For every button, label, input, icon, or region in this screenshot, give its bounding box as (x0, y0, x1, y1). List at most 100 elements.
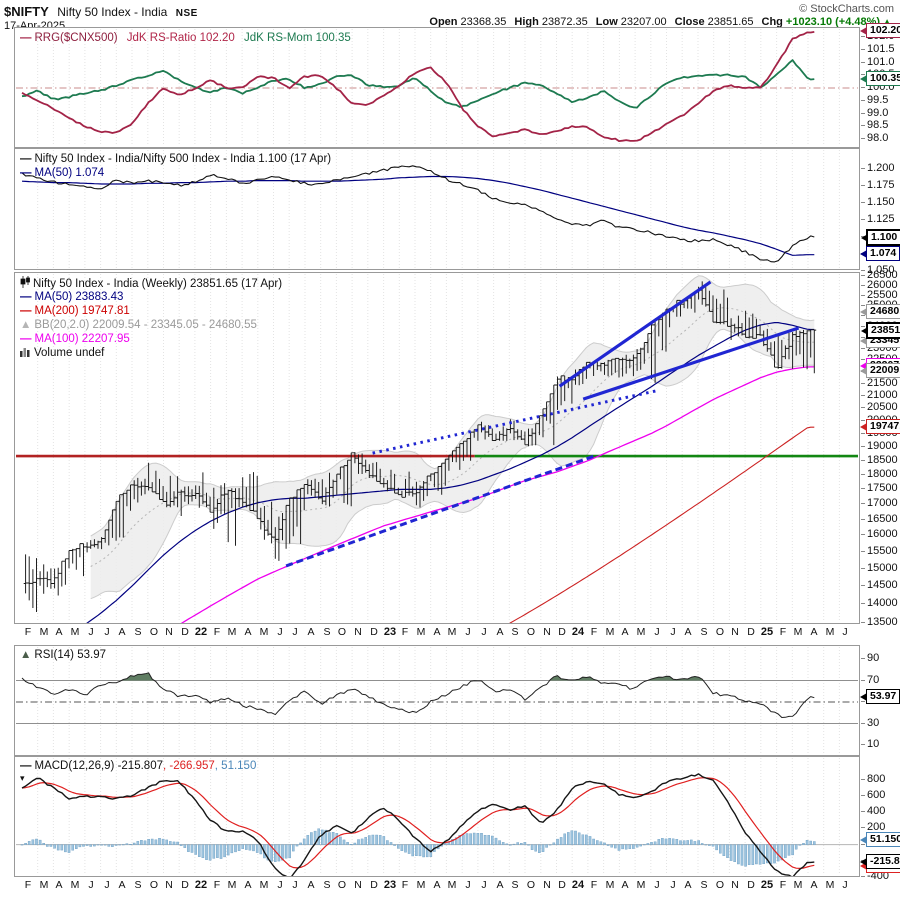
x-axis-label: D (181, 626, 189, 638)
axis-callout-macd: 51.150 (859, 832, 900, 847)
x-axis-label: D (370, 879, 378, 891)
price-legend-main[interactable]: Nifty 50 Index - India (Weekly) 23851.65… (33, 278, 283, 290)
x-axis-label: A (433, 626, 441, 638)
x-axis-label: A (118, 626, 126, 638)
x-axis-label: D (181, 879, 189, 891)
ratio-chart[interactable] (15, 149, 859, 269)
axis-tick-price: 14000 (861, 597, 898, 609)
x-axis-label: F (590, 626, 598, 638)
legend-price: Nifty 50 Index - India (Weekly) 23851.65… (20, 276, 282, 360)
x-axis-label: S (134, 626, 142, 638)
axis-tick-price: 13500 (861, 616, 898, 628)
legend-macd: — MACD(12,26,9) -215.807, -266.957, 51.15… (20, 759, 256, 773)
price-legend-ma200[interactable]: MA(200) 19747.81 (34, 305, 130, 317)
x-axis-label: O (715, 626, 725, 638)
axis-tick-ratio: 1.150 (861, 196, 895, 208)
legend-rrg: — RRG($CNX500) JdK RS-Ratio 102.20 JdK RS… (20, 31, 351, 45)
axis-tick-rsi: 70 (861, 674, 879, 686)
symbol-name: Nifty 50 Index - India (57, 5, 168, 19)
rrg-chart[interactable] (15, 28, 859, 147)
x-axis-label: A (244, 879, 252, 891)
axis-tick-price: 16000 (861, 528, 898, 540)
rsi-chart[interactable] (15, 646, 859, 755)
x-axis-label: J (481, 879, 487, 891)
x-axis-label: M (825, 626, 835, 638)
x-axis-label: 24 (571, 626, 585, 638)
panel-rsi (14, 645, 860, 756)
x-axis-label: M (227, 626, 237, 638)
x-axis-label: N (165, 626, 173, 638)
macd-legend-main[interactable]: MACD(12,26,9) -215.807 (34, 760, 163, 772)
x-axis-label: J (292, 626, 298, 638)
quote-label: Open (429, 16, 458, 28)
x-axis-label: J (292, 879, 298, 891)
x-axis-label: O (149, 626, 159, 638)
x-axis-label: S (700, 879, 708, 891)
x-axis-label: M (70, 879, 80, 891)
x-axis-label: D (747, 879, 755, 891)
exchange-label: NSE (175, 8, 198, 19)
rsi-legend[interactable]: RSI(14) 53.97 (34, 649, 106, 661)
axis-tick-rsi: 90 (861, 652, 879, 664)
axis-callout-rrg: 102.20 (859, 23, 900, 38)
x-axis-label: A (55, 879, 63, 891)
x-axis-label: S (323, 879, 331, 891)
x-axis-label: M (259, 879, 269, 891)
x-axis-label: M (605, 879, 615, 891)
rrg-legend-rs-mom: JdK RS-Mom 100.35 (244, 32, 351, 44)
macd-histogram (20, 828, 816, 867)
price-legend-ma100[interactable]: MA(100) 22207.95 (34, 333, 130, 345)
axis-callout-price: 23851.65 (861, 322, 900, 339)
price-legend-bb[interactable]: BB(20,2.0) 22009.54 - 23345.05 - 24680.5… (34, 319, 257, 331)
axis-tick-macd: 400 (861, 805, 885, 817)
axis-tick-price: 15000 (861, 562, 898, 574)
price-chart[interactable] (15, 273, 859, 623)
ohlc-quote-row: Open 23368.35 High 23872.35 Low 23207.00 Close… (421, 16, 892, 28)
axis-tick-price: 16500 (861, 513, 898, 525)
x-axis-label: J (277, 626, 283, 638)
price-legend-ma50[interactable]: MA(50) 23883.43 (34, 291, 124, 303)
x-axis-label: J (670, 879, 676, 891)
x-axis-label: N (165, 879, 173, 891)
quote-value: 23851.65 (707, 16, 754, 28)
x-axis-label: J (88, 879, 94, 891)
x-axis-label: D (558, 879, 566, 891)
panel-rrg (14, 27, 860, 148)
ratio-legend-main[interactable]: Nifty 50 Index - India/Nifty 500 Index -… (34, 153, 332, 165)
x-axis-label: M (447, 626, 457, 638)
x-axis-label: M (70, 626, 80, 638)
axis-tick-price: 20500 (861, 401, 898, 413)
x-axis-label: J (842, 879, 848, 891)
axis-callout-price: 24680.55 (860, 304, 900, 319)
x-axis-label: 22 (194, 879, 208, 891)
ma50-swatch-icon: — (20, 291, 32, 303)
rrg-legend-name[interactable]: RRG($CNX500) (34, 32, 118, 44)
axis-callout-macd: -215.807 (859, 854, 900, 869)
x-axis-label: M (636, 879, 646, 891)
macd-legend-signal: , -266.957 (162, 760, 215, 772)
x-axis-label: A (433, 879, 441, 891)
x-axis-label: A (496, 879, 504, 891)
x-axis-label: A (307, 879, 315, 891)
ratio-legend-ma[interactable]: MA(50) 1.074 (34, 167, 105, 179)
x-axis-label: 22 (194, 626, 208, 638)
x-axis-label: S (134, 879, 142, 891)
quote-value: 23207.00 (620, 16, 667, 28)
x-axis-label: M (636, 626, 646, 638)
x-axis-label: J (88, 626, 94, 638)
axis-tick-price: 18000 (861, 468, 898, 480)
quote-value: +1023.10 (+4.48%) (785, 16, 881, 28)
macd-chart[interactable] (15, 757, 859, 876)
ratio-line-swatch-icon: — (20, 153, 32, 165)
chevron-down-icon[interactable]: ▾ (20, 773, 25, 783)
axis-tick-price: 21500 (861, 377, 898, 389)
axis-tick-price: 17500 (861, 482, 898, 494)
price-legend-volume[interactable]: Volume undef (34, 347, 105, 359)
axis-tick-price: 26000 (861, 279, 898, 291)
rsi-area-icon: ▲ (20, 649, 32, 661)
axis-tick-macd: -400 (861, 870, 889, 882)
axis-tick-price: 26500 (861, 269, 898, 281)
x-axis-label: M (605, 626, 615, 638)
stockcharts-watermark[interactable]: © StockCharts.com (799, 3, 894, 15)
x-axis-label: O (526, 626, 536, 638)
